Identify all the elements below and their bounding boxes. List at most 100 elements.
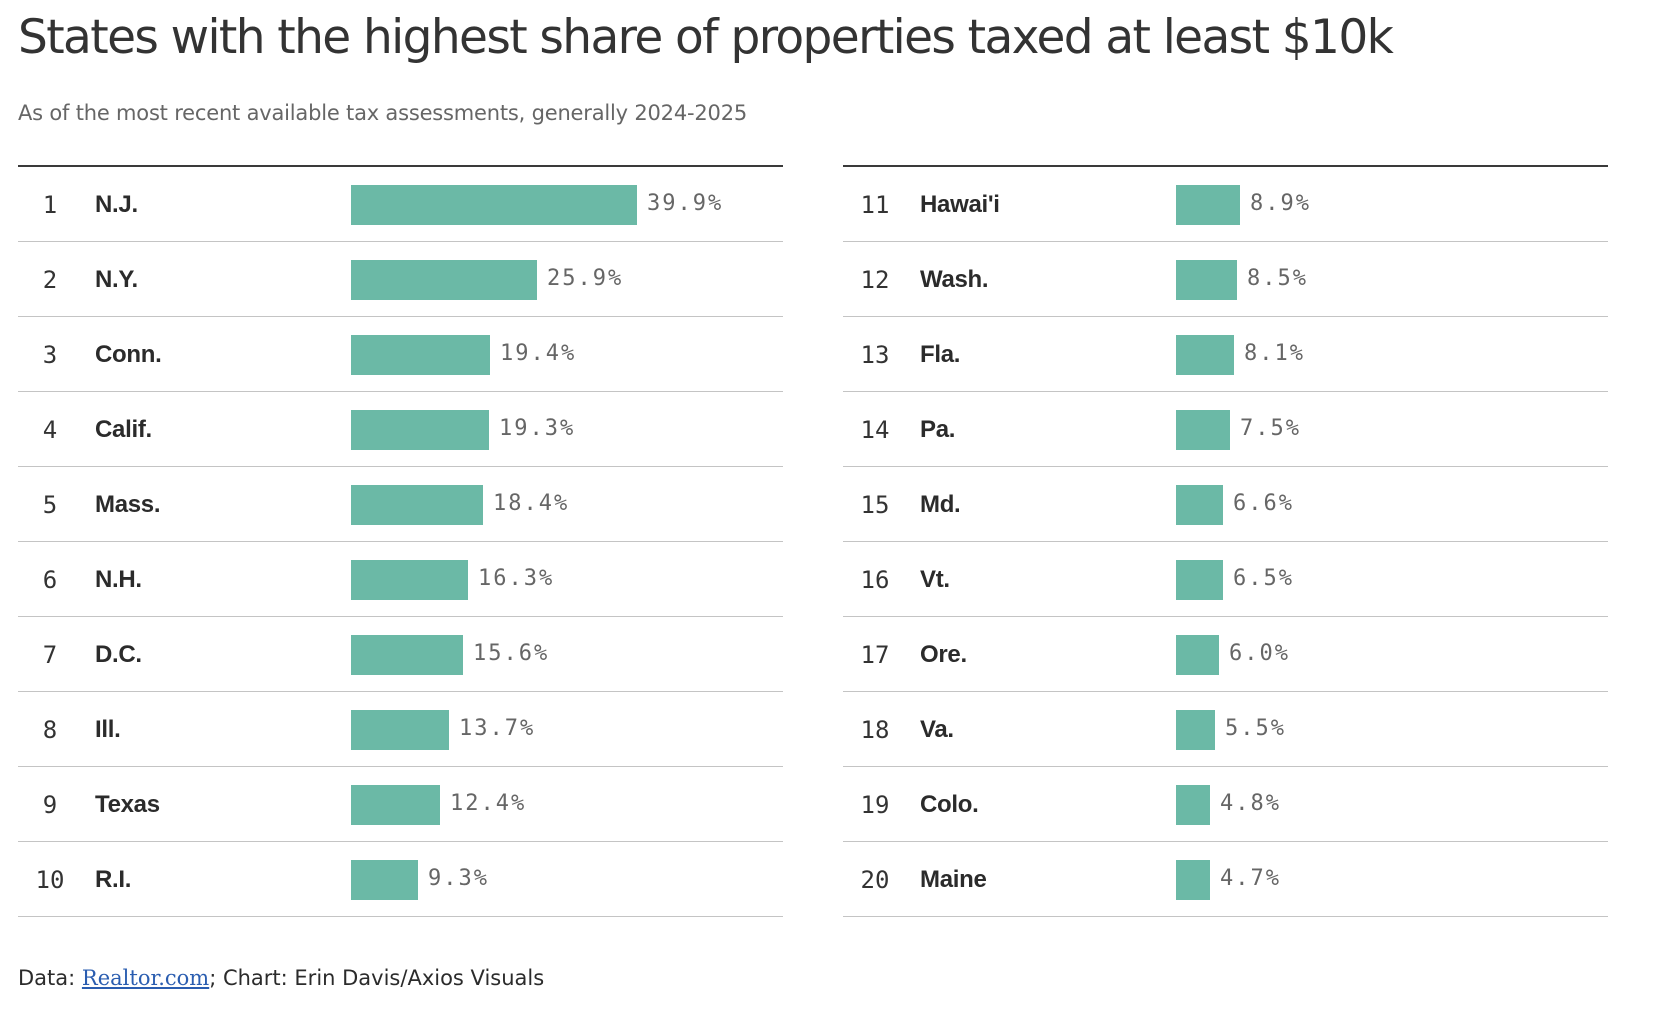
rank-number: 13 (860, 341, 890, 369)
table-row: 18 Va. 5.5% (843, 692, 1608, 767)
table-row: 12 Wash. 8.5% (843, 242, 1608, 317)
table-row: 20 Maine 4.7% (843, 842, 1608, 917)
table-row: 11 Hawai'i 8.9% (843, 167, 1608, 242)
table-row: 3 Conn. 19.4% (18, 317, 783, 392)
rank-number: 6 (42, 566, 58, 594)
table-row: 7 D.C. 15.6% (18, 617, 783, 692)
share-bar (1176, 410, 1230, 450)
table-row: 16 Vt. 6.5% (843, 542, 1608, 617)
table-row: 14 Pa. 7.5% (843, 392, 1608, 467)
share-bar (1176, 860, 1210, 900)
state-name: N.H. (95, 566, 142, 593)
rank-number: 5 (42, 491, 58, 519)
state-name: N.J. (95, 191, 138, 218)
rank-number: 2 (42, 266, 58, 294)
value-label: 8.9% (1250, 191, 1311, 216)
share-bar (1176, 560, 1223, 600)
share-bar (1176, 260, 1237, 300)
state-name: Calif. (95, 416, 152, 443)
share-bar (351, 485, 483, 525)
state-name: Hawai'i (920, 191, 1000, 218)
table-row: 10 R.I. 9.3% (18, 842, 783, 917)
state-name: Ill. (95, 716, 121, 743)
value-label: 5.5% (1225, 716, 1286, 741)
data-prefix: Data: (18, 966, 82, 990)
state-name: Texas (95, 791, 160, 818)
ranking-table-left: 1 N.J. 39.9% 2 N.Y. 25.9% 3 Conn. 19.4% 4 Calif. 19… (18, 165, 783, 917)
source-link[interactable]: Realtor.com (81, 966, 210, 990)
rank-number: 20 (860, 866, 890, 894)
share-bar (351, 785, 440, 825)
rank-number: 15 (860, 491, 890, 519)
table-row: 6 N.H. 16.3% (18, 542, 783, 617)
rank-number: 9 (42, 791, 58, 819)
state-name: Ore. (920, 641, 967, 668)
chart-title: States with the highest share of propert… (18, 10, 1394, 65)
rank-number: 18 (860, 716, 890, 744)
share-bar (1176, 485, 1223, 525)
state-name: Va. (920, 716, 954, 743)
state-name: Mass. (95, 491, 161, 518)
rank-number: 4 (42, 416, 58, 444)
rank-number: 19 (860, 791, 890, 819)
rank-number: 11 (860, 191, 890, 219)
value-label: 6.5% (1233, 566, 1294, 591)
table-row: 8 Ill. 13.7% (18, 692, 783, 767)
value-label: 4.7% (1220, 866, 1281, 891)
value-label: 9.3% (428, 866, 489, 891)
table-row: 15 Md. 6.6% (843, 467, 1608, 542)
value-label: 19.3% (499, 416, 576, 441)
state-name: N.Y. (95, 266, 138, 293)
value-label: 7.5% (1240, 416, 1301, 441)
state-name: D.C. (95, 641, 142, 668)
table-row: 9 Texas 12.4% (18, 767, 783, 842)
value-label: 4.8% (1220, 791, 1281, 816)
state-name: Conn. (95, 341, 162, 368)
rank-number: 7 (42, 641, 58, 669)
rank-number: 14 (860, 416, 890, 444)
rank-number: 16 (860, 566, 890, 594)
rank-number: 8 (42, 716, 58, 744)
state-name: Colo. (920, 791, 979, 818)
value-label: 8.1% (1244, 341, 1305, 366)
ranking-table-right: 11 Hawai'i 8.9% 12 Wash. 8.5% 13 Fla. 8.1% 14 Pa. 7… (843, 165, 1608, 917)
table-row: 1 N.J. 39.9% (18, 167, 783, 242)
share-bar (351, 185, 637, 225)
share-bar (351, 860, 418, 900)
rank-number: 10 (35, 866, 65, 894)
value-label: 6.0% (1229, 641, 1290, 666)
table-row: 19 Colo. 4.8% (843, 767, 1608, 842)
chart-credit: ; Chart: Erin Davis/Axios Visuals (209, 966, 545, 990)
value-label: 12.4% (450, 791, 527, 816)
value-label: 15.6% (473, 641, 550, 666)
rank-number: 1 (42, 191, 58, 219)
share-bar (1176, 335, 1234, 375)
state-name: Wash. (920, 266, 989, 293)
table-row: 4 Calif. 19.3% (18, 392, 783, 467)
value-label: 25.9% (547, 266, 624, 291)
value-label: 13.7% (459, 716, 536, 741)
state-name: Vt. (920, 566, 950, 593)
rank-number: 17 (860, 641, 890, 669)
state-name: Fla. (920, 341, 961, 368)
value-label: 8.5% (1247, 266, 1308, 291)
share-bar (1176, 635, 1219, 675)
rank-number: 3 (42, 341, 58, 369)
state-name: R.I. (95, 866, 132, 893)
share-bar (351, 260, 537, 300)
table-row: 13 Fla. 8.1% (843, 317, 1608, 392)
share-bar (351, 335, 490, 375)
chart-subtitle: As of the most recent available tax asse… (18, 101, 748, 125)
value-label: 18.4% (493, 491, 570, 516)
state-name: Md. (920, 491, 961, 518)
state-name: Maine (920, 866, 987, 893)
value-label: 16.3% (478, 566, 555, 591)
share-bar (1176, 185, 1240, 225)
share-bar (1176, 710, 1215, 750)
share-bar (351, 410, 489, 450)
value-label: 19.4% (500, 341, 577, 366)
share-bar (351, 560, 468, 600)
rank-number: 12 (860, 266, 890, 294)
source-credit: Data: Realtor.com; Chart: Erin Davis/Axi… (18, 966, 544, 990)
value-label: 6.6% (1233, 491, 1294, 516)
